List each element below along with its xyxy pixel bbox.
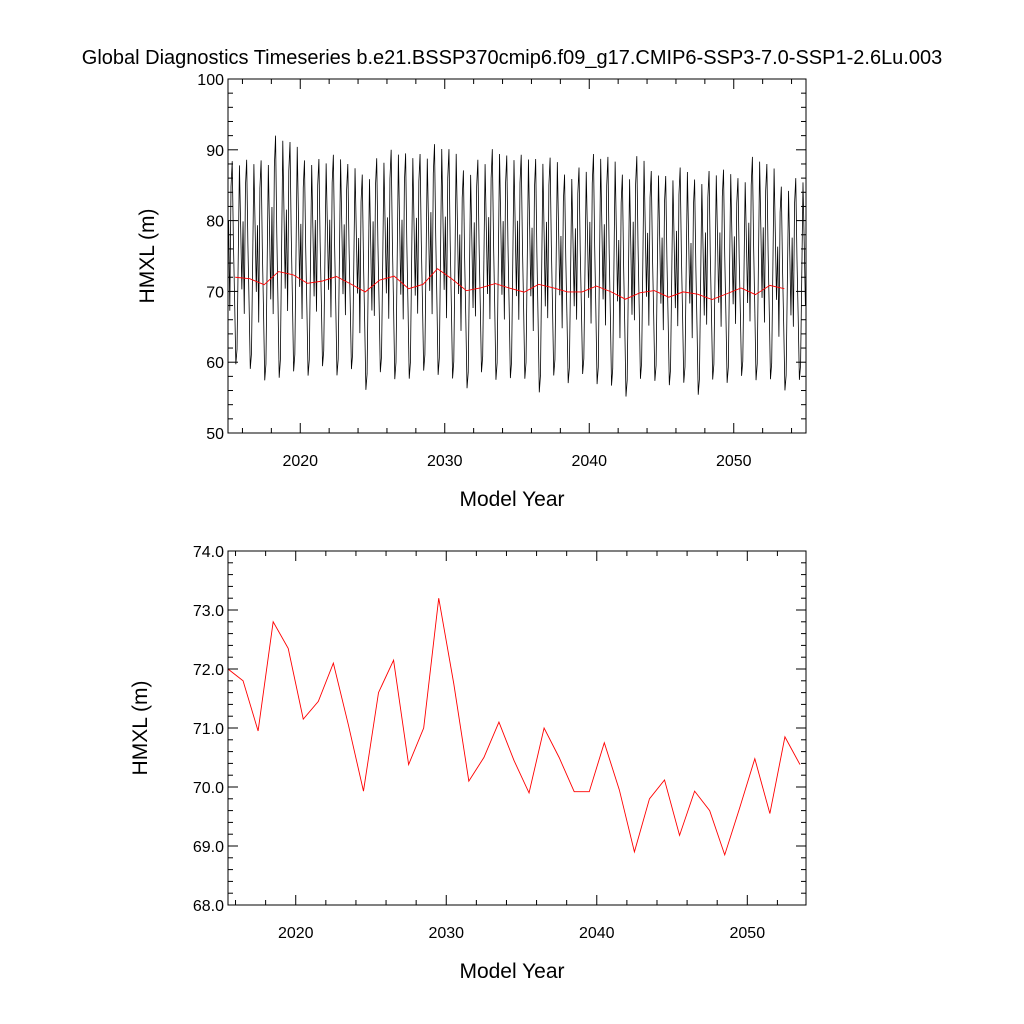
bottom-x-tick-label: 2050 <box>730 925 766 942</box>
top-y-tick-label: 100 <box>197 72 224 89</box>
top-panel: 50 60 70 80 90 100 2020 2030 2040 2050 HMXL (m) M… <box>136 72 807 511</box>
top-x-axis-title: Model Year <box>459 488 564 511</box>
top-x-tick-label: 2030 <box>427 453 463 470</box>
top-panel-marks <box>228 135 806 397</box>
bottom-panel-marks <box>228 598 801 857</box>
top-y-axis-title: HMXL (m) <box>136 209 159 304</box>
top-y-tick-label: 50 <box>206 426 224 443</box>
top-x-tick-label: 2050 <box>716 453 752 470</box>
bottom-y-tick-label: 74.0 <box>193 544 224 561</box>
bottom-x-tick-label: 2020 <box>278 925 314 942</box>
bottom-y-tick-label: 68.0 <box>193 898 224 915</box>
top-monthly-series-line <box>228 135 806 397</box>
top-annual-series-line <box>235 268 785 301</box>
top-x-tick-label: 2040 <box>571 453 607 470</box>
bottom-plot-frame <box>227 550 807 906</box>
top-panel-axes: 50 60 70 80 90 100 2020 2030 2040 2050 <box>197 72 806 470</box>
top-y-tick-label: 70 <box>206 284 224 301</box>
top-y-tick-label: 90 <box>206 143 224 160</box>
bottom-y-tick-label: 70.0 <box>193 780 224 797</box>
bottom-y-tick-label: 73.0 <box>193 603 224 620</box>
top-x-tick-label: 2020 <box>282 453 318 470</box>
bottom-y-axis-title: HMXL (m) <box>129 681 152 776</box>
bottom-panel: 68.0 69.0 70.0 71.0 72.0 73.0 74.0 2020 2030 2040… <box>129 544 807 983</box>
top-y-tick-label: 80 <box>206 214 224 231</box>
bottom-x-tick-label: 2030 <box>428 925 464 942</box>
bottom-y-tick-label: 69.0 <box>193 839 224 856</box>
top-plot-frame <box>227 78 807 434</box>
bottom-annual-series-line <box>228 598 801 857</box>
bottom-y-tick-label: 71.0 <box>193 721 224 738</box>
bottom-y-tick-label: 72.0 <box>193 662 224 679</box>
bottom-x-tick-label: 2040 <box>579 925 615 942</box>
figure-title: Global Diagnostics Timeseries b.e21.BSSP… <box>82 47 942 69</box>
bottom-x-axis-title: Model Year <box>459 960 564 983</box>
bottom-panel-axes: 68.0 69.0 70.0 71.0 72.0 73.0 74.0 2020 2030 2040… <box>193 544 806 942</box>
top-y-tick-label: 60 <box>206 355 224 372</box>
